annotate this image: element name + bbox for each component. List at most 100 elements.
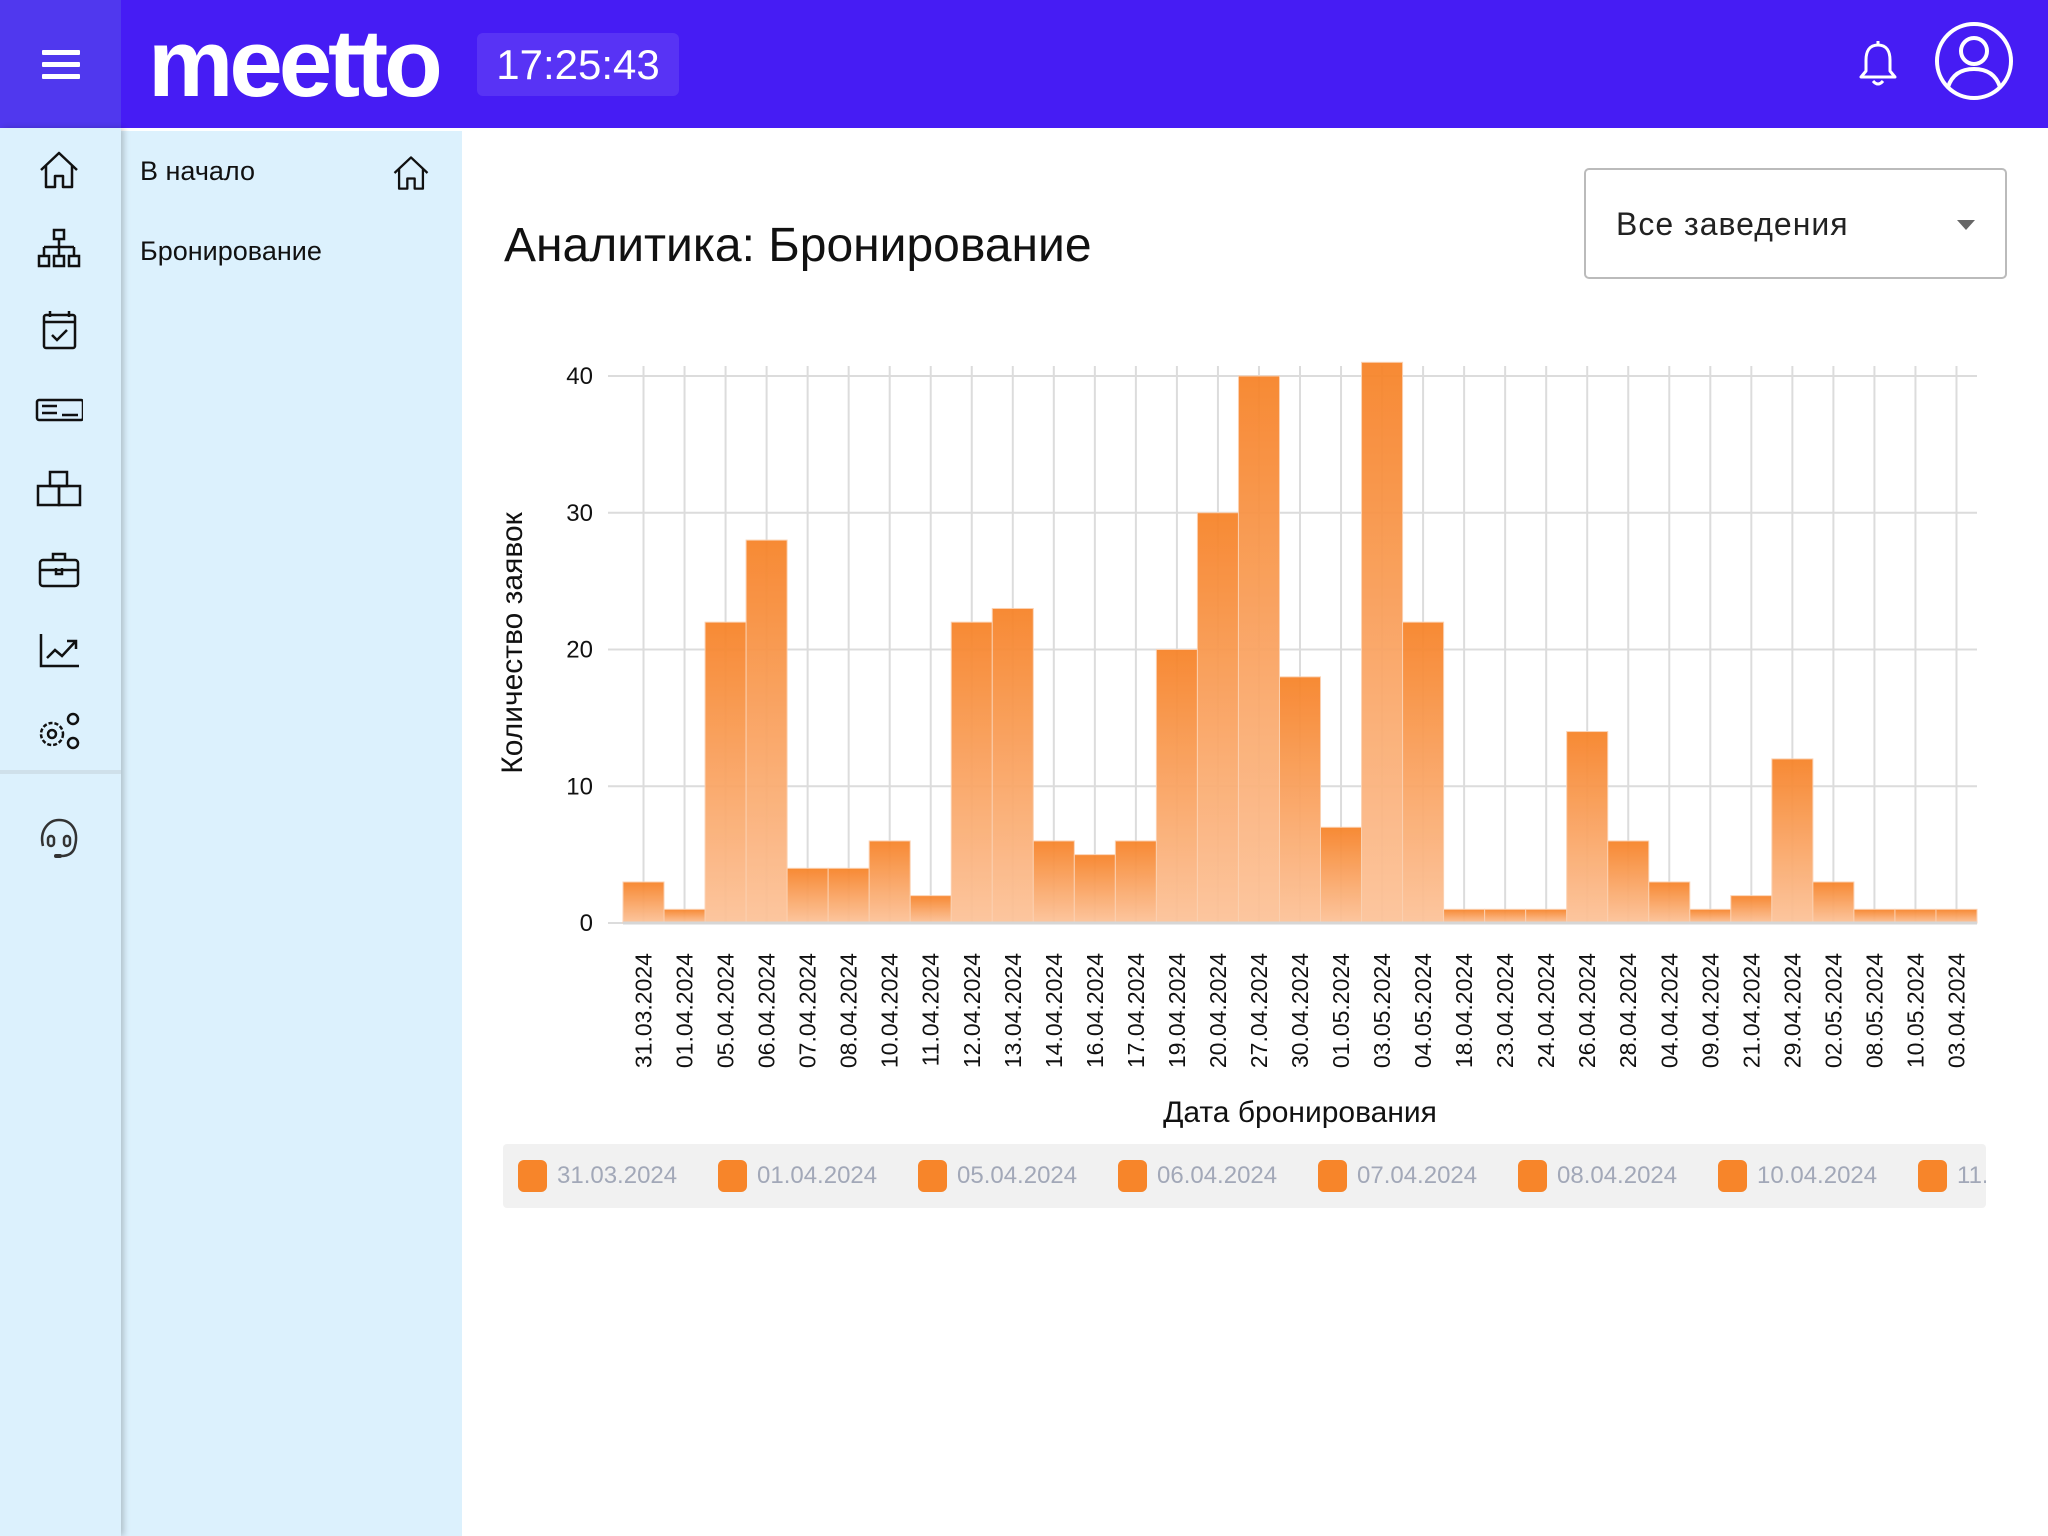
bar xyxy=(1114,840,1157,924)
x-tick-label: 14.04.2024 xyxy=(1041,953,1067,1068)
bar xyxy=(1853,908,1896,924)
x-tick-label: 02.05.2024 xyxy=(1820,953,1846,1068)
bar xyxy=(909,895,952,924)
y-tick-label: 20 xyxy=(566,637,593,664)
legend-item[interactable]: 31.03.2024 xyxy=(518,1160,677,1192)
bar xyxy=(1525,908,1568,924)
x-tick-label: 10.04.2024 xyxy=(877,953,903,1068)
legend-item[interactable]: 10.04.2024 xyxy=(1718,1160,1877,1192)
menu-button[interactable] xyxy=(0,0,121,128)
bar xyxy=(1196,512,1239,924)
nav-item-booking[interactable]: Бронирование xyxy=(140,236,322,266)
pos-terminal-icon[interactable] xyxy=(35,386,83,434)
booking-bar-chart: 0 10 20 30 40 31.03.2024 01.04.2024 05.04.2024 0… xyxy=(496,361,1978,1129)
calendar-check-icon[interactable] xyxy=(35,306,83,354)
legend-item[interactable]: 07.04.2024 xyxy=(1318,1160,1477,1192)
legend-swatch xyxy=(918,1160,947,1192)
legend-label: 07.04.2024 xyxy=(1357,1162,1478,1189)
legend-label: 08.04.2024 xyxy=(1557,1162,1678,1189)
menu-icon xyxy=(41,50,80,79)
legend-item[interactable]: 05.04.2024 xyxy=(918,1160,1077,1192)
legend-swatch xyxy=(1718,1160,1747,1192)
x-tick-label: 13.04.2024 xyxy=(1000,953,1026,1068)
venue-select[interactable]: Все заведения xyxy=(1584,168,2007,279)
x-tick-label: 17.04.2024 xyxy=(1123,953,1149,1068)
bell-icon[interactable] xyxy=(1856,40,1900,88)
logo[interactable]: meetto xyxy=(148,10,443,117)
x-tick-label: 10.05.2024 xyxy=(1902,953,1928,1068)
home-icon[interactable] xyxy=(389,151,433,195)
x-tick-label: 01.05.2024 xyxy=(1328,953,1354,1068)
legend-label: 01.04.2024 xyxy=(757,1162,878,1189)
x-tick-label: 16.04.2024 xyxy=(1082,953,1108,1068)
x-tick-label: 04.04.2024 xyxy=(1656,953,1682,1068)
boxes-icon[interactable] xyxy=(35,466,83,514)
legend-item[interactable]: 06.04.2024 xyxy=(1118,1160,1277,1192)
bar xyxy=(1443,908,1486,924)
x-tick-label: 30.04.2024 xyxy=(1287,953,1313,1068)
x-tick-label: 08.05.2024 xyxy=(1861,953,1887,1068)
x-tick-label: 18.04.2024 xyxy=(1451,953,1477,1068)
home-icon[interactable] xyxy=(35,146,83,194)
bar xyxy=(1689,908,1732,924)
support-headset-icon[interactable] xyxy=(35,814,83,862)
bar xyxy=(1484,908,1527,924)
bar xyxy=(704,621,747,924)
x-tick-label: 03.05.2024 xyxy=(1369,953,1395,1068)
x-tick-label: 09.04.2024 xyxy=(1697,953,1723,1068)
legend-label: 06.04.2024 xyxy=(1157,1162,1278,1189)
legend-swatch xyxy=(518,1160,547,1192)
bar xyxy=(1894,908,1937,924)
x-tick-label: 27.04.2024 xyxy=(1246,953,1272,1068)
y-tick-label: 10 xyxy=(566,773,593,800)
x-tick-label: 04.05.2024 xyxy=(1410,953,1436,1068)
analytics-icon[interactable] xyxy=(35,626,83,674)
x-tick-label: 26.04.2024 xyxy=(1574,953,1600,1068)
x-tick-label: 28.04.2024 xyxy=(1615,953,1641,1068)
legend-item[interactable]: 01.04.2024 xyxy=(718,1160,877,1192)
legend-swatch xyxy=(1118,1160,1147,1192)
bar xyxy=(1935,908,1978,924)
legend-swatch xyxy=(1918,1160,1947,1192)
legend-label: 05.04.2024 xyxy=(957,1162,1078,1189)
legend-swatch xyxy=(1518,1160,1547,1192)
legend-swatch xyxy=(1318,1160,1347,1192)
x-tick-label: 24.04.2024 xyxy=(1533,953,1559,1068)
x-axis-title: Дата бронирования xyxy=(1163,1096,1437,1129)
settings-icon[interactable] xyxy=(35,706,83,754)
clock: 17:25:43 xyxy=(477,33,679,96)
legend-label: 11. xyxy=(1957,1162,1986,1189)
legend-item[interactable]: 08.04.2024 xyxy=(1518,1160,1677,1192)
x-tick-label: 11.04.2024 xyxy=(918,953,944,1067)
y-tick-label: 30 xyxy=(566,500,593,527)
legend-item[interactable]: 11. xyxy=(1918,1160,1986,1192)
x-tick-label: 21.04.2024 xyxy=(1738,953,1764,1068)
briefcase-icon[interactable] xyxy=(35,546,83,594)
page-title: Аналитика: Бронирование xyxy=(504,219,1092,272)
y-axis-title: Количество заявок xyxy=(496,511,529,773)
bar xyxy=(1237,375,1280,924)
x-tick-label: 29.04.2024 xyxy=(1779,953,1805,1068)
bar xyxy=(1402,621,1445,924)
y-tick-label: 0 xyxy=(580,910,593,937)
bar xyxy=(786,867,829,924)
legend-swatch xyxy=(718,1160,747,1192)
x-tick-label: 19.04.2024 xyxy=(1164,953,1190,1068)
x-tick-label: 07.04.2024 xyxy=(795,953,821,1068)
x-tick-label: 20.04.2024 xyxy=(1205,953,1231,1068)
nav-item-home[interactable]: В начало xyxy=(140,156,256,186)
x-tick-label: 03.04.2024 xyxy=(1943,953,1969,1068)
chart-legend: 31.03.2024 01.04.2024 05.04.2024 06.04.2024… xyxy=(503,1144,1986,1208)
bar xyxy=(827,867,870,924)
bar xyxy=(991,607,1034,924)
venue-select-value: Все заведения xyxy=(1616,206,1849,242)
app-header: meetto 17:25:43 xyxy=(0,0,2048,128)
x-tick-label: 01.04.2024 xyxy=(672,953,698,1068)
org-structure-icon[interactable] xyxy=(35,226,83,274)
x-tick-label: 08.04.2024 xyxy=(836,953,862,1068)
bar xyxy=(1648,881,1691,924)
x-tick-label: 05.04.2024 xyxy=(713,953,739,1068)
bar xyxy=(1032,840,1075,924)
bar xyxy=(1155,649,1198,924)
user-avatar-icon[interactable] xyxy=(1934,21,2014,101)
